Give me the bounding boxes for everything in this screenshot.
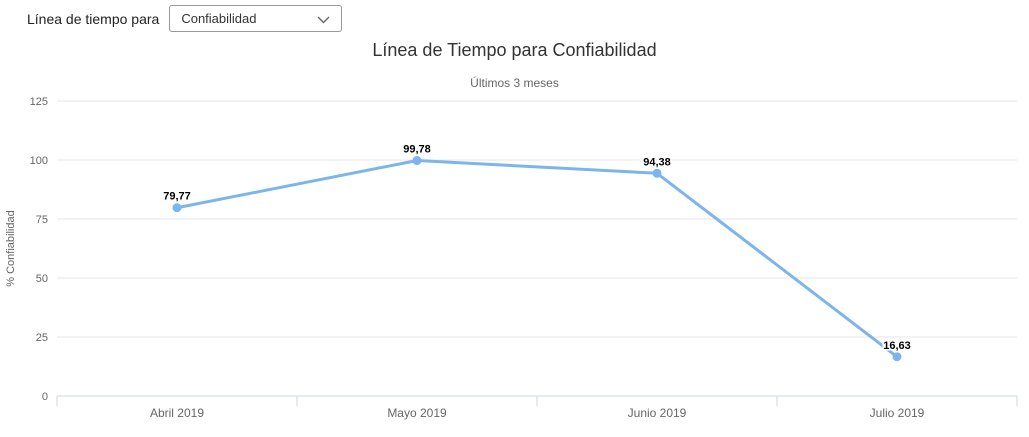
data-point-marker[interactable] [172, 203, 182, 213]
chart-subtitle: Últimos 3 meses [470, 76, 559, 90]
x-axis-tick-label: Julio 2019 [870, 406, 925, 420]
x-axis-tick-label: Mayo 2019 [387, 406, 447, 420]
y-axis-tick-label: 25 [36, 332, 48, 344]
data-point-marker[interactable] [412, 156, 422, 166]
data-point-label: 94,38 [643, 156, 671, 168]
y-axis-title: % Confiabilidad [5, 210, 17, 286]
y-axis-tick-label: 50 [36, 273, 48, 285]
data-point-marker[interactable] [892, 352, 902, 362]
y-axis-tick-label: 0 [42, 391, 48, 403]
y-axis-tick-label: 125 [30, 96, 48, 108]
timeline-select-label: Línea de tiempo para [27, 10, 160, 27]
data-point-label: 99,78 [403, 144, 431, 156]
timeline-select-value: Confiabilidad [181, 11, 257, 26]
x-axis-tick-label: Junio 2019 [628, 406, 687, 420]
timeline-select[interactable]: Confiabilidad [169, 5, 343, 32]
y-axis-tick-label: 75 [36, 214, 48, 226]
series-line [175, 159, 899, 359]
x-axis-tick-label: Abril 2019 [150, 406, 204, 420]
data-point-marker[interactable] [652, 168, 662, 178]
chart-title: Línea de Tiempo para Confiabilidad [372, 40, 657, 60]
data-point-label: 16,63 [883, 340, 911, 352]
data-point-label: 79,77 [163, 191, 191, 203]
y-axis-tick-label: 100 [30, 155, 48, 167]
timeline-control-bar: Línea de tiempo para Confiabilidad [27, 5, 343, 32]
